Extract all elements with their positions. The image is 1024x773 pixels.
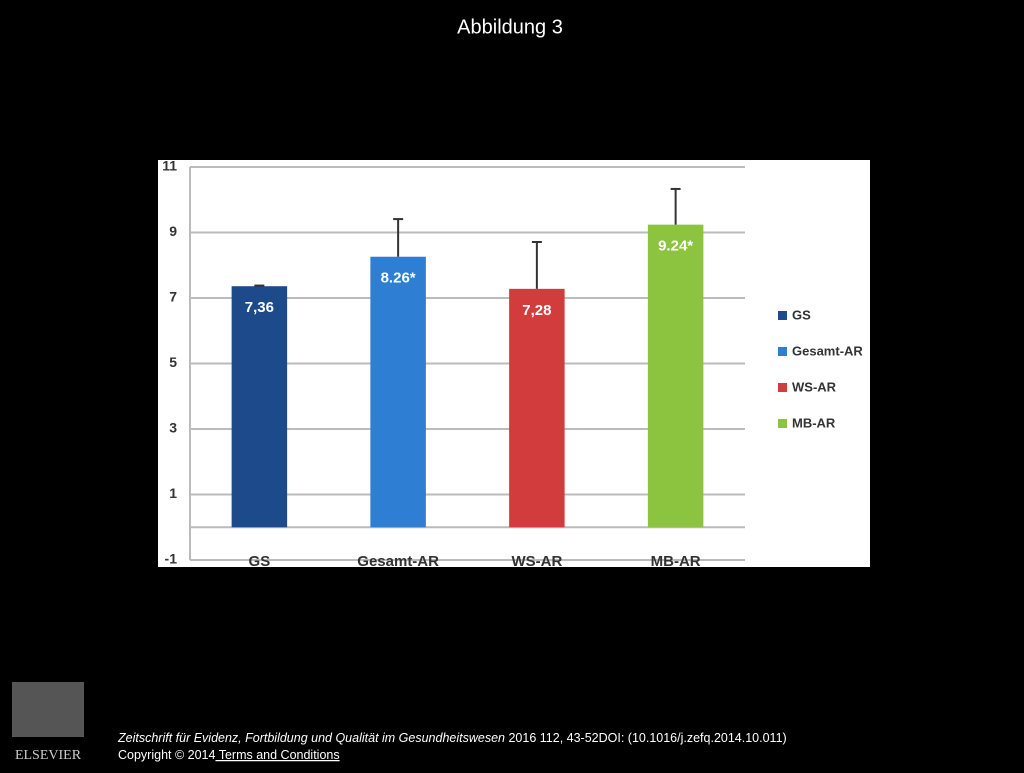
value-label: 7,36 <box>245 299 274 316</box>
citation: Zeitschrift für Evidenz, Fortbildung und… <box>117 731 787 745</box>
logo-text: ELSEVIER <box>15 748 82 763</box>
y-tick-label: -1 <box>165 551 178 567</box>
copyright-line: Copyright © 2014 Terms and Conditions <box>118 748 340 762</box>
logo: ELSEVIER <box>12 682 84 763</box>
journal: Zeitschrift für Evidenz, Fortbildung und… <box>117 731 505 745</box>
y-tick-label: 7 <box>169 289 177 305</box>
bar <box>509 288 565 528</box>
legend-label: Gesamt-AR <box>792 343 863 358</box>
logo-tree <box>12 682 84 737</box>
x-tick-label: WS-AR <box>511 553 562 570</box>
bar <box>370 256 426 528</box>
y-tick-label: 3 <box>169 420 177 436</box>
legend-swatch <box>778 383 787 392</box>
value-label: 9.24* <box>658 238 693 255</box>
citation-details: 2016 112, 43-52DOI: (10.1016/j.zefq.2014… <box>508 731 786 745</box>
y-tick-label: 9 <box>169 223 177 239</box>
y-tick-label: 11 <box>162 158 177 174</box>
x-tick-label: GS <box>249 553 271 570</box>
copyright: Copyright © 2014 <box>118 748 216 762</box>
legend-label: GS <box>792 307 811 322</box>
y-tick-label: 1 <box>169 485 177 501</box>
legend-swatch <box>778 347 787 356</box>
terms-link[interactable]: Terms and Conditions <box>215 748 339 762</box>
x-tick-label: MB-AR <box>651 553 701 570</box>
legend-swatch <box>778 311 787 320</box>
legend-swatch <box>778 419 787 428</box>
slide-title: Abbildung 3 <box>457 16 563 38</box>
bar <box>647 224 704 528</box>
x-tick-label: Gesamt-AR <box>357 553 439 570</box>
legend-label: WS-AR <box>792 379 837 394</box>
legend-label: MB-AR <box>792 415 836 430</box>
value-label: 8.26* <box>381 270 416 287</box>
bar <box>231 286 288 528</box>
y-tick-label: 5 <box>169 354 177 370</box>
value-label: 7,28 <box>522 302 551 319</box>
